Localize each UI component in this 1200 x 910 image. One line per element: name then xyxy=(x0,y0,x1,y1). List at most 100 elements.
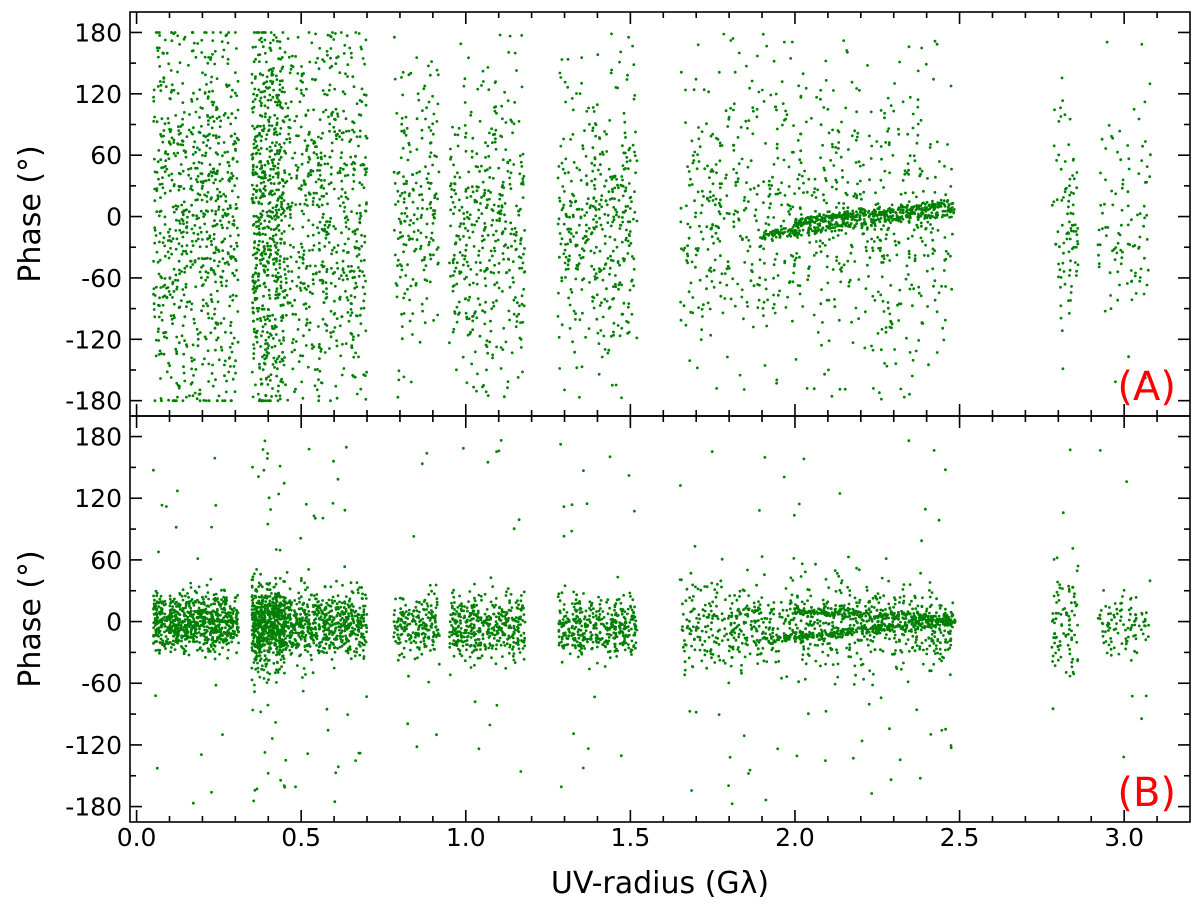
data-point xyxy=(483,322,487,326)
data-point xyxy=(283,356,286,359)
data-point xyxy=(699,211,703,215)
data-point xyxy=(591,146,595,150)
data-point xyxy=(564,243,567,246)
data-point xyxy=(406,263,409,267)
data-point xyxy=(215,170,219,174)
data-point xyxy=(280,56,284,59)
data-point xyxy=(894,217,898,221)
data-point xyxy=(284,281,288,285)
data-point xyxy=(189,167,193,170)
data-point xyxy=(431,238,435,242)
data-point xyxy=(1121,178,1125,182)
data-point xyxy=(812,387,816,391)
data-point xyxy=(879,348,883,352)
data-point xyxy=(581,255,585,259)
data-point xyxy=(595,317,599,321)
data-point xyxy=(453,205,457,209)
data-point xyxy=(221,733,224,736)
data-point xyxy=(227,252,230,256)
data-point xyxy=(399,231,402,234)
data-point xyxy=(1139,267,1143,271)
data-point xyxy=(688,183,691,187)
data-point xyxy=(689,177,692,181)
data-point xyxy=(171,322,174,326)
data-point xyxy=(401,234,404,238)
data-point xyxy=(630,279,633,283)
data-point xyxy=(935,140,939,144)
data-point xyxy=(419,231,423,235)
data-point xyxy=(611,220,615,224)
data-point xyxy=(489,270,493,274)
data-point xyxy=(818,214,822,218)
data-point xyxy=(167,230,170,234)
data-point xyxy=(885,364,889,368)
data-point xyxy=(933,203,937,207)
data-point xyxy=(603,348,607,351)
data-point xyxy=(467,298,470,302)
data-point xyxy=(154,354,158,358)
data-point xyxy=(283,257,286,261)
data-point xyxy=(291,227,295,231)
data-point xyxy=(847,148,850,151)
data-point xyxy=(288,287,292,291)
data-point xyxy=(833,229,837,233)
data-point xyxy=(780,203,783,207)
data-point xyxy=(420,136,424,140)
data-point xyxy=(474,261,478,264)
data-point xyxy=(162,236,166,240)
data-point xyxy=(566,85,570,89)
data-point xyxy=(484,141,487,145)
data-point xyxy=(262,249,266,253)
data-point xyxy=(152,119,156,123)
data-point xyxy=(215,107,219,111)
data-point xyxy=(229,320,233,324)
data-point xyxy=(345,251,349,254)
data-point xyxy=(351,374,355,377)
data-point xyxy=(585,182,589,185)
data-point xyxy=(741,237,744,241)
data-point xyxy=(428,155,432,159)
data-point xyxy=(210,372,214,375)
data-point xyxy=(475,152,479,156)
data-point xyxy=(220,348,224,352)
data-point xyxy=(293,151,297,155)
data-point xyxy=(280,200,283,204)
data-point xyxy=(427,243,431,247)
data-point xyxy=(1067,311,1071,315)
data-point xyxy=(522,304,526,308)
data-point xyxy=(558,255,561,259)
data-point xyxy=(585,211,589,214)
data-point xyxy=(727,267,731,270)
data-point xyxy=(761,307,765,310)
data-point xyxy=(311,272,315,276)
data-point xyxy=(616,324,620,327)
data-point xyxy=(712,268,716,272)
data-point xyxy=(159,275,163,278)
data-point xyxy=(628,234,631,238)
data-point xyxy=(194,166,198,170)
data-point xyxy=(340,195,343,198)
data-point xyxy=(490,307,494,311)
data-point xyxy=(318,118,322,121)
data-point xyxy=(601,315,605,319)
data-point xyxy=(578,318,582,322)
data-point xyxy=(563,261,567,265)
data-point xyxy=(319,163,323,167)
data-point xyxy=(827,298,831,302)
data-point xyxy=(696,249,700,253)
data-point xyxy=(1098,243,1102,247)
data-point xyxy=(490,223,494,227)
data-point xyxy=(853,129,857,133)
data-point xyxy=(767,183,771,187)
data-point xyxy=(317,161,321,165)
data-point xyxy=(472,385,475,389)
data-point xyxy=(578,92,582,95)
data-point xyxy=(569,227,573,231)
data-point xyxy=(405,215,409,218)
data-point xyxy=(604,199,608,203)
data-point xyxy=(698,278,702,282)
data-point xyxy=(1059,276,1063,279)
data-point xyxy=(257,133,261,137)
data-point xyxy=(686,244,689,248)
data-point xyxy=(254,171,257,174)
